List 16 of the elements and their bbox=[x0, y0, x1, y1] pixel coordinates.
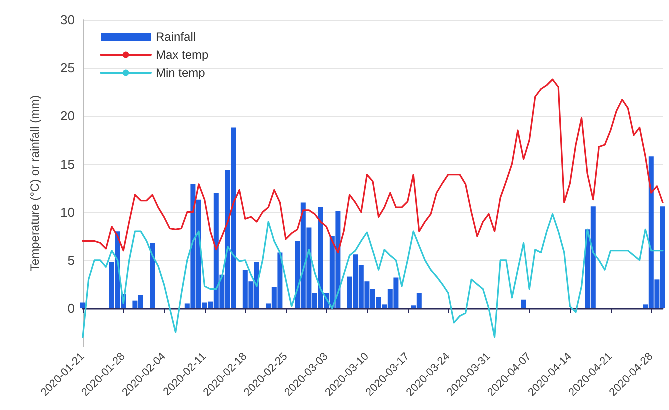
y-tick-label: 0 bbox=[68, 301, 75, 316]
bar bbox=[521, 300, 526, 309]
y-tick-label: 5 bbox=[68, 252, 75, 268]
line-series bbox=[82, 213, 664, 338]
legend-label: Rainfall bbox=[156, 30, 196, 44]
y-tick-label: 25 bbox=[60, 60, 75, 76]
y-tick-label: 20 bbox=[60, 108, 75, 124]
y-tick-label: 30 bbox=[60, 12, 75, 28]
bar bbox=[80, 302, 86, 309]
bar bbox=[150, 243, 156, 309]
legend-label: Max temp bbox=[156, 48, 210, 62]
y-tick-label: 15 bbox=[60, 156, 75, 172]
legend-label: Min temp bbox=[156, 66, 206, 80]
y-axis-title: Temperature (°C) or rainfall (mm) bbox=[28, 95, 42, 272]
line-series bbox=[82, 78, 664, 254]
y-tick-label: 10 bbox=[60, 204, 75, 220]
